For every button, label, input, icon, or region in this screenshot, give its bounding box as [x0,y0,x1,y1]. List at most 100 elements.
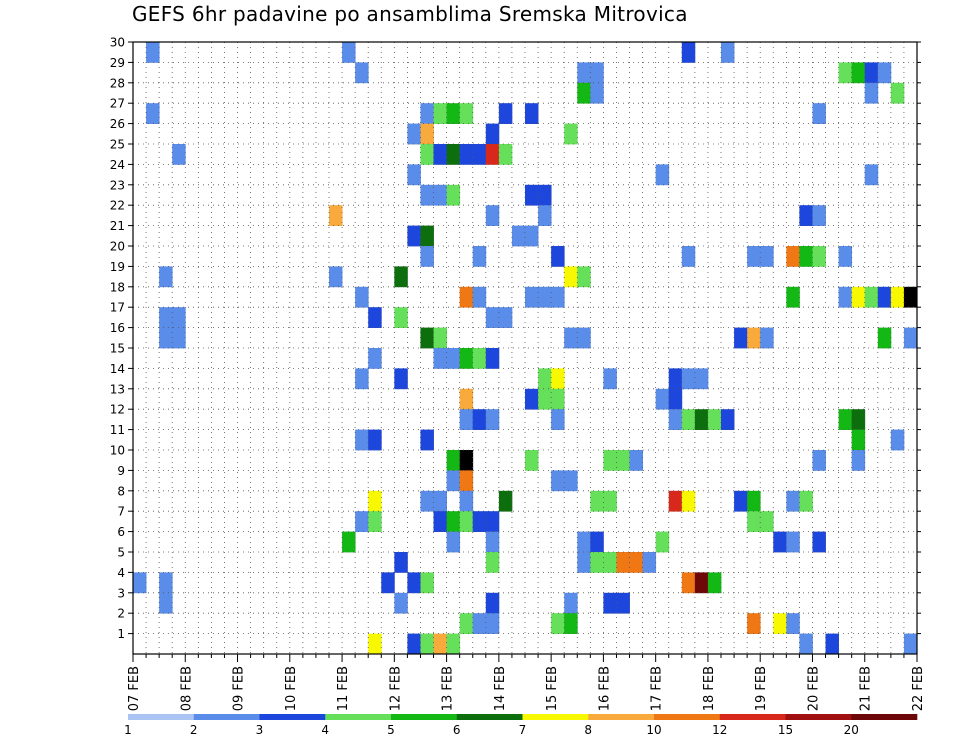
heatmap-cell [851,429,866,451]
heatmap-cell [368,490,382,512]
heatmap-cell [159,592,173,614]
heatmap-cell [368,429,382,451]
colorbar-label: 5 [387,723,395,737]
y-tick-label: 7 [117,505,125,519]
x-tick-label: 07 FEB [127,666,142,711]
x-tick-label: 22 FEB [911,666,926,711]
y-tick-label: 15 [110,342,125,356]
x-tick-label: 10 FEB [284,666,299,711]
x-tick-label: 19 FEB [754,666,769,711]
heatmap-cell [773,531,787,553]
y-tick-label: 19 [110,260,125,274]
heatmap-cell [577,62,591,84]
grid-layer [133,42,917,654]
heatmap-cell [668,409,683,430]
heatmap-cell [655,164,670,186]
y-tick-label: 18 [110,280,125,294]
heatmap-cell [903,286,918,308]
heatmap-cell [838,246,853,267]
heatmap-cell [433,144,447,165]
heatmap-cell [407,572,421,594]
heatmap-cell [485,409,500,430]
heatmap-cell [159,327,173,349]
heatmap-cell [786,613,800,634]
heatmap-cell [355,368,369,390]
heatmap-cell [459,103,474,124]
heatmap-cell [616,592,630,614]
heatmap-cell [603,592,617,614]
heatmap-cell [485,205,500,226]
heatmap-cell [172,307,186,328]
heatmap-cell [433,633,447,655]
colorbar-swatch [259,714,326,720]
heatmap-cell [525,450,539,471]
y-tick-label: 21 [110,219,125,233]
heatmap-cell [433,103,447,124]
heatmap-cell [472,144,487,165]
heatmap-cell [812,246,826,267]
heatmap-cell [734,490,748,512]
heatmap-cell [459,144,474,165]
heatmap-cell [394,266,408,288]
heatmap-cell [159,266,173,288]
heatmap-cell [655,388,670,410]
heatmap-cell [407,164,421,186]
heatmap-cell [864,164,879,186]
heatmap-cell [446,511,461,532]
heatmap-cell [799,633,813,655]
y-tick-label: 27 [110,97,125,111]
y-tick-label: 2 [117,607,125,621]
colorbar-swatch [654,714,721,720]
heatmap-cell [864,62,879,84]
heatmap-cell [459,490,474,512]
heatmap-cell [681,368,696,390]
heatmap-cell [694,409,709,430]
heatmap-cell [420,633,434,655]
x-tick-label: 08 FEB [179,666,194,711]
y-tick-label: 1 [117,627,125,641]
heatmap-cell [538,205,552,226]
x-tick-label: 21 FEB [859,666,874,711]
heatmap-cell [459,388,474,410]
heatmap-cell [472,348,487,369]
heatmap-cell [368,511,382,532]
heatmap-cell [525,103,539,124]
y-tick-label: 6 [117,525,125,539]
heatmap-cell [838,62,853,84]
heatmap-cell [825,633,839,655]
heatmap-cell [551,470,565,492]
heatmap-cell [747,511,761,532]
x-tick-label: 16 FEB [597,666,612,711]
heatmap-cell [355,511,369,532]
heatmap-cell [459,450,474,471]
heatmap-cell [668,490,683,512]
heatmap-cell [498,490,513,512]
heatmap-cell [172,327,186,349]
heatmap-cell [485,592,500,614]
y-tick-label: 20 [110,240,125,254]
heatmap-cell [799,490,813,512]
y-tick-label: 11 [110,423,125,437]
heatmap-cell [734,327,748,349]
heatmap-cells-layer [133,42,918,655]
heatmap-cell [668,368,683,390]
heatmap-cell [498,307,513,328]
heatmap-cell [590,62,604,84]
colorbar-label: 12 [712,723,727,737]
y-tick-label: 23 [110,178,125,192]
heatmap-cell [433,490,447,512]
heatmap-cell [525,225,539,247]
heatmap-cell [877,286,892,308]
heatmap-cell [707,409,722,430]
heatmap-cell [773,613,787,634]
heatmap-cell [551,286,565,308]
heatmap-cell [498,144,513,165]
heatmap-cell [420,184,434,206]
heatmap-cell [368,307,382,328]
heatmap-cell [472,613,487,634]
heatmap-cell [668,388,683,410]
heatmap-cell [459,348,474,369]
heatmap-cell [864,286,879,308]
y-tick-label: 3 [117,586,125,600]
heatmap-cell [812,103,826,124]
